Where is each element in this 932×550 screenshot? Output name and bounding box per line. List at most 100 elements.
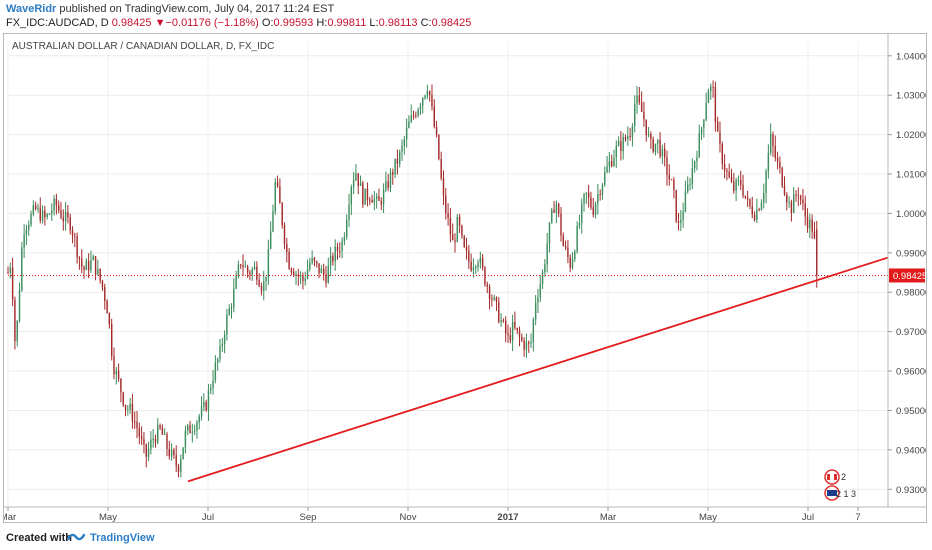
candle-body (55, 198, 58, 206)
candle-body (594, 203, 597, 215)
candle-body (721, 144, 723, 164)
candle-body (657, 139, 659, 144)
candle-body (806, 216, 809, 229)
time-tick-label: May (99, 512, 117, 522)
candle-body (753, 215, 756, 220)
candle-body (147, 448, 150, 457)
australia-flag-icon[interactable] (824, 485, 840, 501)
candle-body (700, 128, 703, 134)
candle-body (696, 157, 698, 162)
candle-body (599, 193, 601, 195)
candle-body (620, 141, 622, 151)
last-value: 0.98425 (111, 17, 152, 29)
candle-body (636, 95, 638, 105)
candle-body (601, 184, 604, 195)
candle-body (802, 199, 804, 204)
candle-body (92, 256, 94, 261)
candle-body (332, 255, 334, 262)
tradingview-logo-icon[interactable] (66, 530, 86, 544)
candle-body (410, 115, 412, 122)
time-tick-label: Mar (4, 512, 16, 522)
candle-body (716, 121, 719, 132)
candle-body (18, 290, 21, 321)
candle-body (774, 145, 776, 158)
candle-body (258, 280, 260, 287)
tradingview-brand-link[interactable]: TradingView (90, 532, 155, 544)
candle-body (693, 161, 696, 169)
open-value: 0.99593 (273, 17, 314, 29)
candle-body (779, 161, 781, 168)
candle-body (364, 188, 366, 205)
candle-body (767, 152, 770, 171)
candle-body (617, 141, 620, 146)
symbol-label: FX_IDC:AUDCAD, D (6, 17, 109, 29)
candle-body (500, 320, 502, 323)
chart-frame[interactable]: AUSTRALIAN DOLLAR / CANADIAN DOLLAR, D, … (3, 33, 927, 523)
candle-body (145, 444, 147, 457)
candles (7, 80, 818, 478)
candle-body (276, 182, 279, 187)
candle-body (362, 182, 364, 205)
candle-body (670, 179, 673, 181)
candle-body (454, 240, 456, 242)
candle-body (343, 237, 346, 241)
high-value: 0.99811 (327, 17, 367, 29)
time-axis[interactable]: Mar May Jul Sep Nov 2017 Mar May Jul 7 (4, 506, 926, 522)
candle-body (74, 235, 76, 237)
canada-flag-icon[interactable] (824, 469, 840, 485)
candle-body (424, 95, 426, 99)
candle-body (647, 133, 650, 136)
candle-body (684, 191, 687, 212)
candle-body (511, 321, 514, 341)
candle-body (104, 287, 106, 301)
candle-body (203, 402, 205, 407)
candle-body (638, 95, 641, 103)
candle-body (154, 438, 157, 443)
ohlc-readout: FX_IDC:AUDCAD, D 0.98425 ▼−0.01176 (−1.1… (6, 17, 471, 29)
candle-body (689, 184, 691, 186)
candle-body (57, 205, 60, 211)
candle-body (51, 210, 53, 214)
candle-body (682, 211, 684, 220)
candle-body (46, 214, 48, 218)
candle-body (322, 268, 325, 275)
candle-body (200, 406, 203, 417)
candle-body (161, 427, 164, 435)
open-label: O: (261, 17, 274, 29)
author-link[interactable]: WaveRidr (6, 3, 57, 15)
candle-body (83, 266, 85, 271)
event-flags[interactable]: 2 2 1 3 (824, 469, 856, 501)
candle-body (306, 269, 309, 279)
candle-body (263, 281, 265, 291)
candle-body (576, 226, 578, 252)
candle-body (551, 209, 553, 223)
candle-body (366, 188, 369, 200)
candle-body (811, 219, 813, 232)
candle-body (32, 205, 35, 214)
candle-body (781, 167, 783, 187)
candle-body (668, 174, 671, 180)
candle-body (396, 158, 399, 164)
candle-body (14, 299, 16, 341)
candle-body (78, 257, 81, 259)
candle-body (606, 166, 608, 173)
candle-body (786, 194, 788, 203)
candle-body (210, 387, 212, 391)
candle-body (25, 229, 28, 235)
candle-body (113, 355, 115, 375)
candle-body (120, 378, 122, 393)
candle-body (327, 266, 329, 283)
candle-body (516, 327, 518, 331)
candle-body (90, 260, 92, 271)
candle-body (567, 247, 569, 258)
candle-body (578, 222, 581, 227)
candle-body (297, 274, 300, 277)
candle-body (87, 261, 90, 271)
price-chart[interactable]: AUSTRALIAN DOLLAR / CANADIAN DOLLAR, D, … (4, 34, 926, 522)
time-tick-label: Mar (600, 512, 616, 522)
candle-body (433, 106, 435, 127)
candle-body (507, 333, 509, 336)
candle-body (797, 195, 800, 197)
candle-body (60, 210, 62, 218)
